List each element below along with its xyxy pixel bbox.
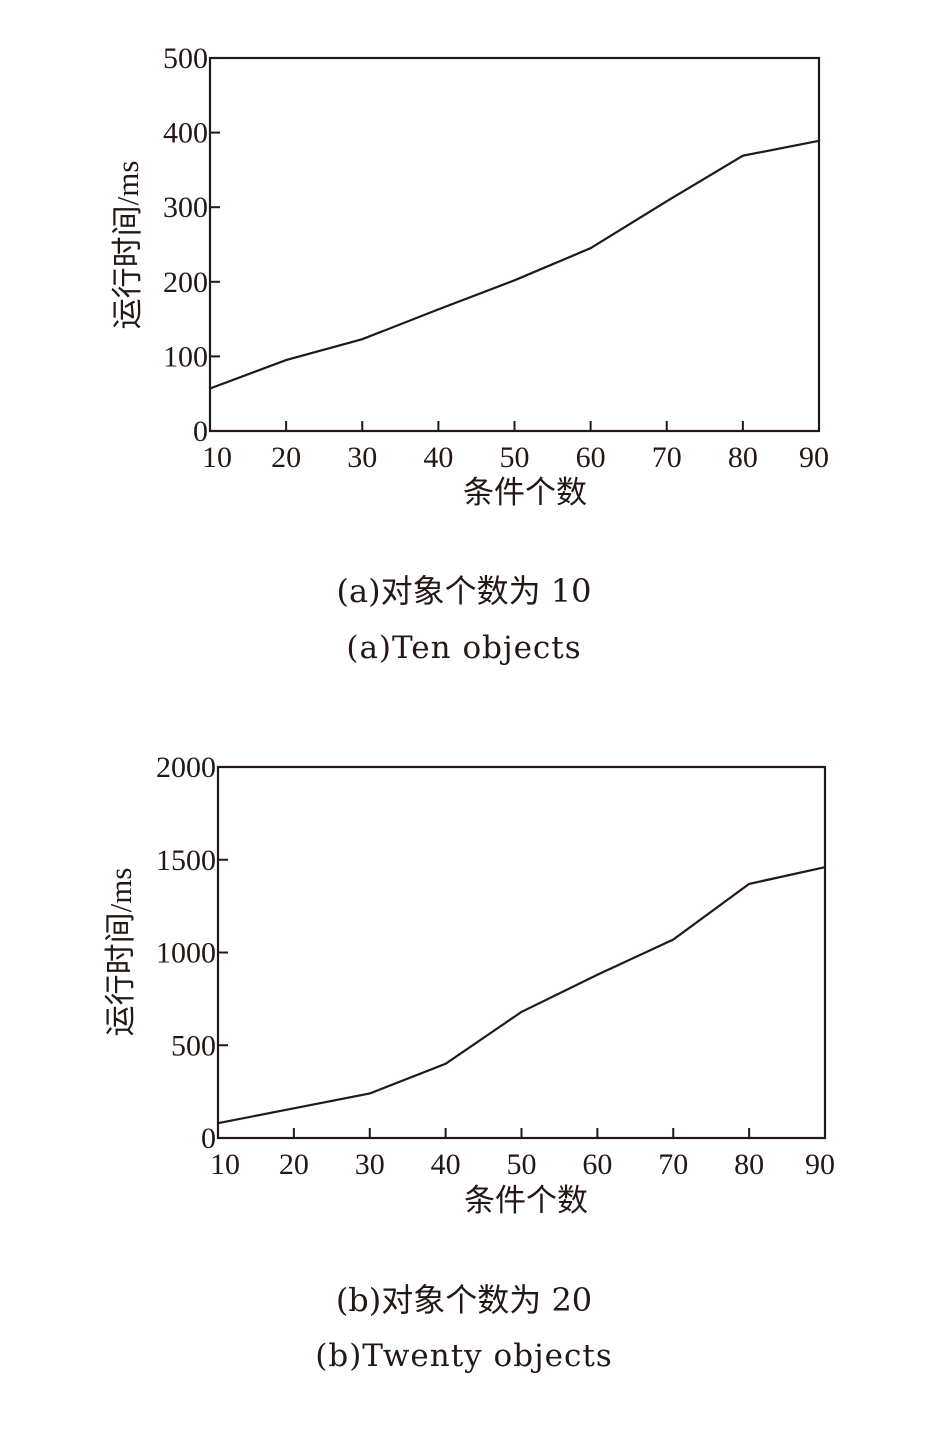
series-line: [217, 866, 826, 1125]
y-tick-label: 1500: [156, 844, 216, 877]
line-chart-ten-objects: 运行时间/ms 条件个数 0 100 200 300 400 500 10 20 30 40 50 6…: [110, 42, 829, 510]
x-tick-label: 10: [210, 1148, 240, 1181]
y-axis-label: 运行时间/ms: [110, 161, 145, 330]
y-tick-label: 500: [171, 1029, 216, 1062]
caption-b-chinese: (b)对象个数为 20: [335, 1281, 593, 1319]
x-tick-label: 90: [805, 1148, 835, 1181]
line-chart-twenty-objects: 运行时间/ms 条件个数 0 500 1000 1500 2000 10 20 30 40 50 6…: [103, 751, 835, 1218]
x-tick-label: 80: [734, 1148, 764, 1181]
y-axis-label: 运行时间/ms: [103, 868, 138, 1037]
caption-b-english: (b)Twenty objects: [315, 1338, 613, 1374]
caption-a-english: (a)Ten objects: [346, 630, 582, 666]
x-tick-label: 30: [355, 1148, 385, 1181]
x-tick-label: 90: [799, 441, 829, 474]
x-tick-label: 40: [423, 441, 453, 474]
x-tick-label: 60: [582, 1148, 612, 1181]
x-tick-label: 70: [652, 441, 682, 474]
y-tick-label: 2000: [156, 751, 216, 784]
x-axis-label: 条件个数: [463, 475, 587, 510]
x-tick-label: 30: [347, 441, 377, 474]
y-tick-label: 0: [201, 1122, 216, 1155]
x-tick-label: 20: [271, 441, 301, 474]
y-tick-label: 200: [163, 266, 208, 299]
x-tick-label: 50: [507, 1148, 537, 1181]
y-tick-label: 0: [193, 415, 208, 448]
plot-frame: [208, 56, 821, 433]
x-tick-label: 40: [431, 1148, 461, 1181]
y-tick-label: 500: [163, 42, 208, 75]
x-tick-label: 20: [279, 1148, 309, 1181]
x-tick-label: 80: [728, 441, 758, 474]
x-tick-label: 10: [202, 441, 232, 474]
x-tick-label: 60: [576, 441, 606, 474]
plot-frame: [216, 765, 827, 1140]
caption-a-chinese: (a)对象个数为 10: [336, 572, 592, 610]
x-axis-label: 条件个数: [464, 1183, 588, 1218]
y-tick-label: 100: [163, 340, 208, 373]
y-tick-label: 400: [163, 117, 208, 150]
y-tick-label: 1000: [156, 937, 216, 970]
x-tick-label: 70: [658, 1148, 688, 1181]
series-line: [209, 139, 820, 390]
x-tick-label: 50: [500, 441, 530, 474]
y-tick-label: 300: [163, 191, 208, 224]
